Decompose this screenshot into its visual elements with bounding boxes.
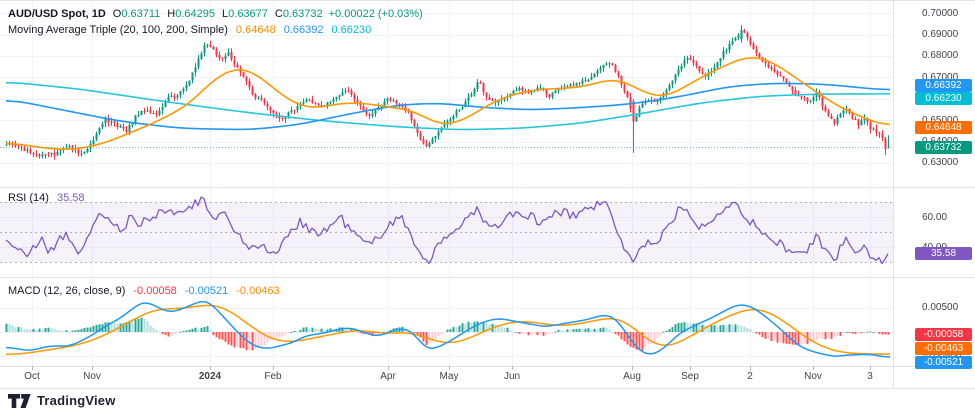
- price-tick-label: 0.67000: [922, 71, 959, 83]
- main-chart-legend[interactable]: AUD/USD Spot, 1D O0.63711 H0.64295 L0.63677…: [8, 6, 423, 38]
- ohlc-value: 0.63711: [121, 8, 161, 20]
- macd-value-1: -0.00521: [184, 285, 229, 297]
- time-tick-label: Sep: [681, 371, 699, 382]
- rsi-badge-RSI: 35.58: [915, 247, 972, 261]
- price-badge-SMA-200: 0.66230: [915, 92, 972, 106]
- tradingview-watermark-text: TradingView: [37, 393, 116, 408]
- macd-legend[interactable]: MACD (12, 26, close, 9) -0.00058 -0.00521-…: [8, 283, 280, 299]
- ohlc-value: 0.63732: [282, 8, 323, 20]
- rsi-label: RSI (14): [8, 192, 49, 204]
- time-tick-label: May: [439, 371, 459, 382]
- time-tick-label: Oct: [24, 371, 40, 382]
- price-tick-label: 0.65000: [922, 114, 959, 126]
- tradingview-logo-icon: [8, 393, 31, 408]
- ohlc-letter: H: [167, 8, 176, 20]
- macd-label: MACD (12, 26, close, 9): [8, 285, 126, 297]
- ohlc-letter: O: [112, 8, 122, 20]
- price-tick-label: 0.68000: [922, 50, 959, 62]
- price-badge-SMA-100: 0.66392: [915, 78, 972, 92]
- price-axis-scale[interactable]: [894, 0, 975, 366]
- price-tick-label: 0.63000: [922, 157, 959, 169]
- time-tick-label: Apr: [380, 371, 396, 382]
- rsi-value: 35.58: [56, 192, 85, 204]
- ma-value-1: 0.66392: [283, 24, 324, 36]
- macd-values: -0.00058 -0.00521 -0.00463: [125, 285, 279, 297]
- macd-badge-histogram: -0.00058: [915, 328, 972, 342]
- time-tick-label: 3: [867, 371, 873, 382]
- time-tick-label: Feb: [264, 371, 282, 382]
- time-tick-label: 2: [747, 371, 753, 382]
- ma-triple-label: Moving Average Triple (20, 100, 200, Sim…: [8, 24, 228, 36]
- price-tick-label: 0.69000: [922, 29, 959, 41]
- ohlc-values: O0.63711 H0.64295 L0.63677 C0.63732: [106, 8, 323, 20]
- macd-tick-label: 0.00500: [922, 302, 959, 314]
- time-tick-label: Nov: [804, 371, 822, 382]
- time-tick-label: Jun: [503, 371, 521, 382]
- time-axis-scale[interactable]: [0, 366, 975, 389]
- macd-badge-macd: -0.00521: [915, 355, 972, 369]
- macd-value-0: -0.00058: [133, 285, 177, 297]
- ohlc-value: 0.64295: [175, 8, 216, 20]
- price-badge-last-price: 0.63732: [915, 140, 972, 154]
- macd-badge-signal: -0.00463: [915, 342, 972, 356]
- ohlc-letter: C: [274, 8, 283, 20]
- ma-triple-row[interactable]: Moving Average Triple (20, 100, 200, Sim…: [8, 22, 423, 38]
- macd-value-2: -0.00463: [236, 285, 280, 297]
- ma-value-0: 0.64648: [235, 24, 276, 36]
- time-tick-label: Aug: [623, 371, 641, 382]
- tradingview-watermark[interactable]: TradingView: [8, 393, 116, 408]
- symbol-title: AUD/USD Spot, 1D: [8, 8, 106, 20]
- rsi-tick-label: 60.00: [922, 211, 948, 223]
- price-tick-label: 0.70000: [922, 7, 959, 19]
- rsi-tick-label: 40.00: [922, 242, 947, 253]
- rsi-legend[interactable]: RSI (14) 35.58: [8, 190, 85, 206]
- ma-triple-values: 0.64648 0.66392 0.66230: [228, 24, 371, 36]
- symbol-ohlc-row[interactable]: AUD/USD Spot, 1D O0.63711 H0.64295 L0.63677…: [8, 6, 423, 22]
- change-value: +0.00022 (+0.03%): [328, 8, 423, 20]
- time-tick-label: Nov: [83, 371, 101, 382]
- ohlc-value: 0.63677: [228, 8, 268, 20]
- ma-value-2: 0.66230: [331, 24, 372, 36]
- ohlc-letter: L: [222, 8, 229, 20]
- time-tick-label: 2024: [198, 371, 222, 382]
- price-badge-SMA-20: 0.64648: [915, 121, 972, 135]
